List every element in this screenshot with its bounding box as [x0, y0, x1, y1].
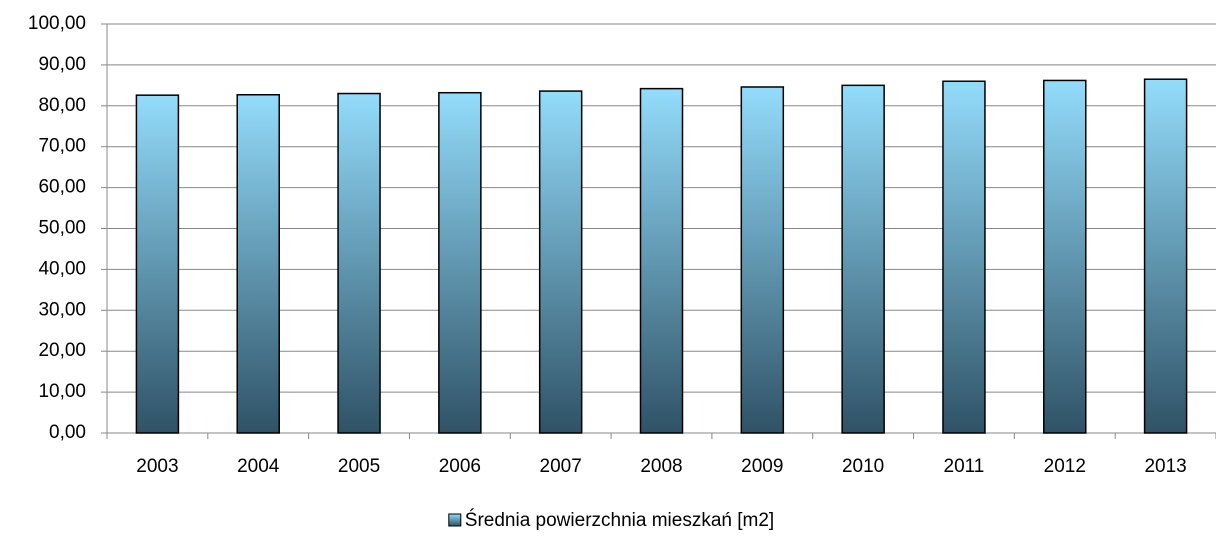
bar [841, 84, 885, 434]
y-tick-label: 30,00 [38, 299, 86, 320]
bar [639, 87, 684, 434]
x-tick-label: 2005 [338, 456, 380, 477]
x-tick-label: 2003 [136, 456, 178, 477]
bar [135, 94, 180, 434]
bar [942, 80, 986, 434]
x-tick-label: 2011 [944, 456, 985, 477]
x-tick-label: 2007 [540, 456, 582, 477]
x-tick-label: 2012 [1044, 456, 1086, 477]
y-tick-label: 60,00 [38, 177, 86, 198]
bar [1043, 79, 1087, 434]
x-tick-label: 2008 [640, 456, 682, 477]
bar [740, 86, 785, 434]
y-tick-label: 100,00 [28, 13, 86, 34]
legend-label: Średnia powierzchnia mieszkań [m2] [465, 509, 774, 531]
bar [236, 94, 280, 434]
y-tick-label: 0,00 [49, 422, 86, 443]
y-tick-label: 80,00 [38, 95, 86, 116]
y-tick-label: 90,00 [38, 54, 86, 75]
y-tick-label: 20,00 [38, 340, 86, 361]
x-tick-label: 2013 [1144, 456, 1186, 477]
legend-swatch [448, 513, 462, 527]
y-tick-label: 70,00 [38, 136, 86, 157]
x-tick-label: 2009 [741, 456, 783, 477]
bar [538, 90, 583, 434]
x-tick-label: 2010 [842, 456, 884, 477]
y-tick-label: 50,00 [38, 218, 86, 239]
bar [438, 91, 482, 434]
bar [337, 92, 381, 434]
bar [1143, 78, 1188, 434]
y-tick-label: 10,00 [38, 381, 86, 402]
x-tick-label: 2004 [237, 456, 280, 477]
x-tick-label: 2006 [439, 456, 481, 477]
y-tick-label: 40,00 [38, 258, 86, 279]
